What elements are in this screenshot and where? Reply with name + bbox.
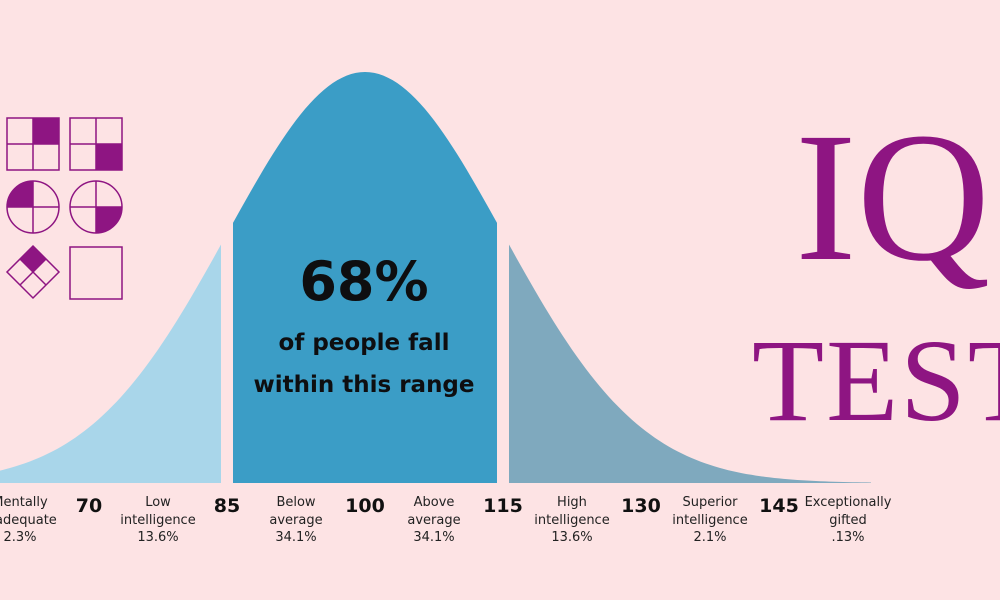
tick-label: 100 [345,495,385,517]
category-label-line2: intelligence [534,512,610,528]
tick-label: 130 [621,495,661,517]
tick-label: 70 [75,495,103,517]
category-label-line2: intelligence [120,512,196,528]
puzzle-empty-square [69,246,123,300]
center-percent: 68% [299,250,429,313]
category-label: Mentally inadequate 2.3% [0,494,80,547]
category-label-line1: Mentally [0,495,48,510]
category-label-line1: Exceptionally [804,495,892,510]
category-label-line2: inadequate [0,512,57,528]
category-label-line2: average [269,512,323,528]
category-label-pct: 34.1% [275,530,317,546]
center-caption-line2: within this range [253,372,475,398]
category-label-pct: 2.3% [3,530,37,546]
puzzle-circle-2 [69,180,123,234]
category-label: Superior intelligence 2.1% [650,494,770,547]
puzzle-filled-quarter [96,207,122,233]
category-label-pct: 13.6% [551,530,593,546]
puzzle-filled-quarter [96,144,122,170]
category-label: Exceptionally gifted .13% [788,494,908,547]
left-wing-area [0,233,227,483]
category-label: Above average 34.1% [374,494,494,547]
category-label-pct: 13.6% [137,530,179,546]
category-label-line2: intelligence [672,512,748,528]
category-label-line1: Above [413,495,455,510]
tick-label: 115 [483,495,523,517]
puzzle-frame [5,244,61,300]
title-iq: IQ [795,95,991,300]
category-label-pct: .13% [831,530,865,546]
tick-label: 85 [213,495,241,517]
puzzle-icons [5,117,123,300]
bell-curve [0,0,871,484]
band-gap-85 [221,0,233,484]
category-label-line1: Low [145,495,171,510]
title-test: TEST [752,315,1000,446]
tick-label: 145 [759,495,799,517]
category-label-line2: gifted [829,512,867,528]
category-label-line1: Superior [682,495,738,510]
category-label: Low intelligence 13.6% [98,494,218,547]
puzzle-square-1 [6,117,60,171]
center-band-area [227,72,503,483]
puzzle-circle-1 [6,180,60,234]
puzzle-square-2 [69,117,123,171]
category-label-line1: Below [276,495,316,510]
center-caption-line1: of people fall [278,330,450,356]
category-label-pct: 34.1% [413,530,455,546]
category-label: High intelligence 13.6% [512,494,632,547]
category-label-pct: 2.1% [693,530,727,546]
category-label: Below average 34.1% [236,494,356,547]
category-label-line2: average [407,512,461,528]
puzzle-filled-quarter [33,118,59,144]
puzzle-diamond [5,244,61,300]
puzzle-filled-quarter [20,246,46,272]
category-label-line1: High [557,495,587,510]
right-wing-area [503,233,871,483]
puzzle-divider [19,258,47,286]
puzzle-filled-quarter [7,181,33,207]
band-gap-115 [497,0,509,484]
